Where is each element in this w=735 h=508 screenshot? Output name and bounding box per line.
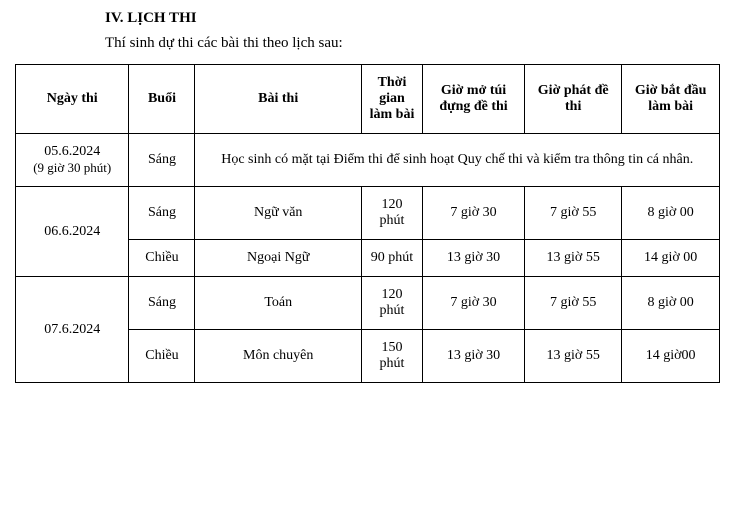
table-row: 07.6.2024 Sáng Toán 120 phút 7 giờ 30 7 … — [16, 277, 720, 330]
cell-bat: 8 giờ 00 — [622, 187, 720, 240]
cell-bat: 14 giờ 00 — [622, 240, 720, 277]
cell-mo: 13 giờ 30 — [423, 330, 525, 383]
cell-bai: Môn chuyên — [195, 330, 362, 383]
cell-buoi: Chiều — [129, 240, 195, 277]
cell-ngay: 06.6.2024 — [16, 187, 129, 277]
table-row: 05.6.2024 (9 giờ 30 phút) Sáng Học sinh … — [16, 134, 720, 187]
cell-thoi: 150 phút — [361, 330, 422, 383]
header-bai: Bài thi — [195, 65, 362, 134]
cell-buoi: Sáng — [129, 277, 195, 330]
header-phat: Giờ phát đề thi — [525, 65, 622, 134]
cell-ngay: 05.6.2024 (9 giờ 30 phút) — [16, 134, 129, 187]
header-bat: Giờ bắt đầu làm bài — [622, 65, 720, 134]
header-buoi: Buổi — [129, 65, 195, 134]
cell-bat: 14 giờ00 — [622, 330, 720, 383]
cell-thoi: 120 phút — [361, 187, 422, 240]
cell-mo: 7 giờ 30 — [423, 187, 525, 240]
cell-bai: Ngữ văn — [195, 187, 362, 240]
header-mo: Giờ mở túi đựng đề thi — [423, 65, 525, 134]
cell-bai: Toán — [195, 277, 362, 330]
cell-bat: 8 giờ 00 — [622, 277, 720, 330]
cell-phat: 7 giờ 55 — [525, 277, 622, 330]
intro-text: Thí sinh dự thi các bài thi theo lịch sa… — [105, 35, 720, 52]
header-thoi: Thời gian làm bài — [361, 65, 422, 134]
cell-ngay: 07.6.2024 — [16, 277, 129, 383]
cell-mo: 13 giờ 30 — [423, 240, 525, 277]
cell-thoi: 90 phút — [361, 240, 422, 277]
cell-buoi: Sáng — [129, 134, 195, 187]
section-heading: IV. LỊCH THI — [105, 10, 720, 27]
cell-mo: 7 giờ 30 — [423, 277, 525, 330]
cell-buoi: Chiều — [129, 330, 195, 383]
header-row: Ngày thi Buổi Bài thi Thời gian làm bài … — [16, 65, 720, 134]
cell-phat: 13 giờ 55 — [525, 240, 622, 277]
date-sub: (9 giờ 30 phút) — [22, 160, 122, 176]
cell-thoi: 120 phút — [361, 277, 422, 330]
cell-buoi: Sáng — [129, 187, 195, 240]
cell-merged-note: Học sinh có mặt tại Điểm thi để sinh hoạ… — [195, 134, 720, 187]
cell-phat: 7 giờ 55 — [525, 187, 622, 240]
cell-bai: Ngoại Ngữ — [195, 240, 362, 277]
exam-schedule-table: Ngày thi Buổi Bài thi Thời gian làm bài … — [15, 64, 720, 383]
table-row: 06.6.2024 Sáng Ngữ văn 120 phút 7 giờ 30… — [16, 187, 720, 240]
header-ngay: Ngày thi — [16, 65, 129, 134]
date-text: 05.6.2024 — [44, 144, 100, 159]
cell-phat: 13 giờ 55 — [525, 330, 622, 383]
